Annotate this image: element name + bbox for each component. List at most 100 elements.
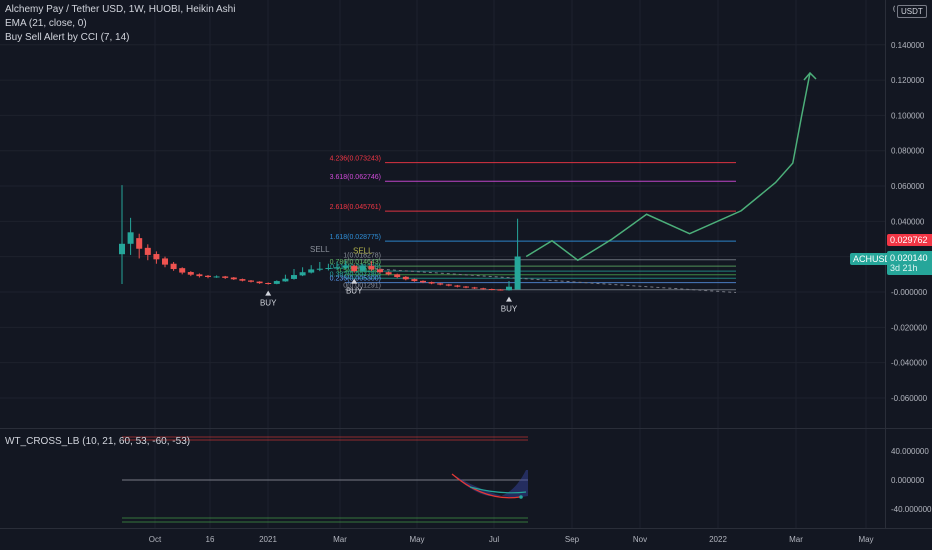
time-tick-label: May bbox=[409, 535, 424, 544]
oscillator-title[interactable]: WT_CROSS_LB (10, 21, 60, 53, -60, -53) bbox=[5, 436, 191, 447]
candle-body bbox=[222, 276, 229, 278]
price-tick-label: -0.020000 bbox=[891, 323, 928, 332]
osc-tick-label: -40.000000 bbox=[891, 505, 932, 514]
cci-indicator-label[interactable]: Buy Sell Alert by CCI (7, 14) bbox=[5, 32, 130, 43]
fib-level-label: 1(0.018278) bbox=[343, 253, 381, 260]
price-axis-top-partial: 0. bbox=[893, 4, 895, 14]
candle-body bbox=[179, 268, 186, 273]
candle-body bbox=[377, 269, 383, 273]
candle-body bbox=[428, 282, 435, 284]
sell-signal-label: SELL bbox=[353, 247, 373, 256]
fib-level-label: 0.5(0.009784) bbox=[337, 268, 381, 275]
time-tick-label: 2022 bbox=[709, 535, 727, 544]
candle-body bbox=[506, 286, 512, 291]
time-tick-label: 2021 bbox=[259, 535, 277, 544]
candle-body bbox=[445, 284, 452, 286]
candle-body bbox=[368, 265, 375, 270]
time-tick-label: Mar bbox=[333, 535, 347, 544]
osc-cross-dot bbox=[519, 495, 523, 499]
price-tick-label: -0.000000 bbox=[891, 288, 928, 297]
candle-body bbox=[282, 278, 289, 282]
price-tick-label: 0.100000 bbox=[891, 111, 925, 120]
time-axis[interactable]: Oct 16 2021 Mar May Jul Sep Nov 2022 Mar May bbox=[149, 535, 874, 544]
last-price-badge: 0.020140 3d 21h bbox=[887, 251, 932, 275]
oscillator-pane bbox=[122, 436, 528, 523]
time-tick-label: Nov bbox=[633, 535, 647, 544]
candle-body bbox=[299, 272, 306, 276]
buy-arrow-marker bbox=[351, 278, 358, 284]
buy-signal-label: BUY bbox=[260, 299, 277, 308]
osc-tick-label: 0.000000 bbox=[891, 476, 925, 485]
osc-fill-area bbox=[452, 470, 528, 498]
ema-indicator-label[interactable]: EMA (21, close, 0) bbox=[5, 18, 87, 29]
time-tick-label: Mar bbox=[789, 535, 803, 544]
candle-body bbox=[273, 281, 280, 284]
fib-level-label: 3.618(0.062746) bbox=[330, 174, 381, 181]
fib-level-label: 0(0.001291) bbox=[343, 283, 381, 290]
time-tick-label: May bbox=[858, 535, 873, 544]
price-tick-label: 0.140000 bbox=[891, 41, 925, 50]
projection-path[interactable] bbox=[525, 71, 817, 262]
projection-line[interactable] bbox=[525, 72, 811, 262]
price-tick-label: 0.060000 bbox=[891, 182, 925, 191]
currency-button[interactable]: USDT bbox=[897, 5, 927, 18]
candle-body bbox=[342, 265, 349, 268]
candlestick-series bbox=[119, 185, 521, 291]
osc-tick-label: 40.000000 bbox=[891, 447, 929, 456]
buy-signal-label: BUY bbox=[501, 305, 518, 314]
candle-body bbox=[119, 243, 125, 255]
time-tick-label: 16 bbox=[206, 535, 215, 544]
fib-level-label: 4.236(0.073243) bbox=[330, 156, 381, 163]
time-tick-label: Oct bbox=[149, 535, 162, 544]
candle-body bbox=[230, 277, 237, 280]
time-tick-label: Sep bbox=[565, 535, 580, 544]
sell-signal-label: SELL bbox=[310, 245, 330, 254]
price-tick-label: 0.040000 bbox=[891, 217, 925, 226]
fib-level-label: 0.786(0.014643) bbox=[330, 259, 381, 266]
candle-body bbox=[196, 274, 203, 277]
candle-body bbox=[265, 282, 272, 284]
buy-arrow-marker bbox=[506, 296, 512, 302]
candle-body bbox=[239, 279, 246, 281]
candle-body bbox=[359, 265, 366, 271]
fib-level-label: 1.618(0.028775) bbox=[330, 234, 381, 241]
bar-countdown: 3d 21h bbox=[890, 263, 918, 273]
buy-signal-label: BUY bbox=[346, 287, 363, 296]
candle-body bbox=[514, 256, 521, 290]
candle-body bbox=[256, 281, 263, 284]
candle-body bbox=[334, 267, 340, 269]
current-price-badge: 0.029762 bbox=[887, 234, 932, 246]
price-tick-label: 0.120000 bbox=[891, 76, 925, 85]
candle-body bbox=[437, 283, 444, 285]
buy-arrow-marker bbox=[265, 290, 272, 296]
candle-body bbox=[420, 280, 426, 283]
candle-body bbox=[144, 247, 151, 255]
candle-body bbox=[454, 285, 461, 287]
candle-body bbox=[308, 269, 315, 273]
candle-body bbox=[162, 258, 168, 265]
osc-signal-line bbox=[451, 473, 521, 499]
fib-level-label: 2.618(0.045761) bbox=[330, 204, 381, 211]
candle-body bbox=[291, 275, 297, 279]
fibonacci-extension[interactable]: 4.236(0.073243) 3.618(0.062746) 2.618(0.04… bbox=[330, 156, 737, 294]
candle-body bbox=[170, 263, 177, 270]
osc-wave-line bbox=[469, 486, 527, 494]
price-tick-label: -0.060000 bbox=[891, 394, 928, 403]
candle-body bbox=[385, 272, 392, 275]
signal-markers: BUY BUY BUY SELL SELL bbox=[260, 245, 518, 314]
candle-body bbox=[463, 286, 469, 288]
candle-body bbox=[402, 276, 409, 280]
candle-body bbox=[213, 276, 220, 278]
candle-body bbox=[248, 280, 254, 282]
fib-level-label: 0.382(0.007780) bbox=[330, 271, 381, 278]
last-price-value: 0.020140 bbox=[890, 253, 928, 263]
candle-body bbox=[325, 267, 332, 269]
candle-body bbox=[480, 288, 487, 290]
candle-body bbox=[351, 265, 358, 272]
fib-trend-line[interactable] bbox=[344, 266, 737, 294]
price-tick-label: 0.080000 bbox=[891, 147, 925, 156]
candle-body bbox=[205, 275, 211, 277]
symbol-title[interactable]: Alchemy Pay / Tether USD, 1W, HUOBI, Hei… bbox=[5, 4, 236, 15]
projection-arrowhead bbox=[803, 71, 817, 81]
